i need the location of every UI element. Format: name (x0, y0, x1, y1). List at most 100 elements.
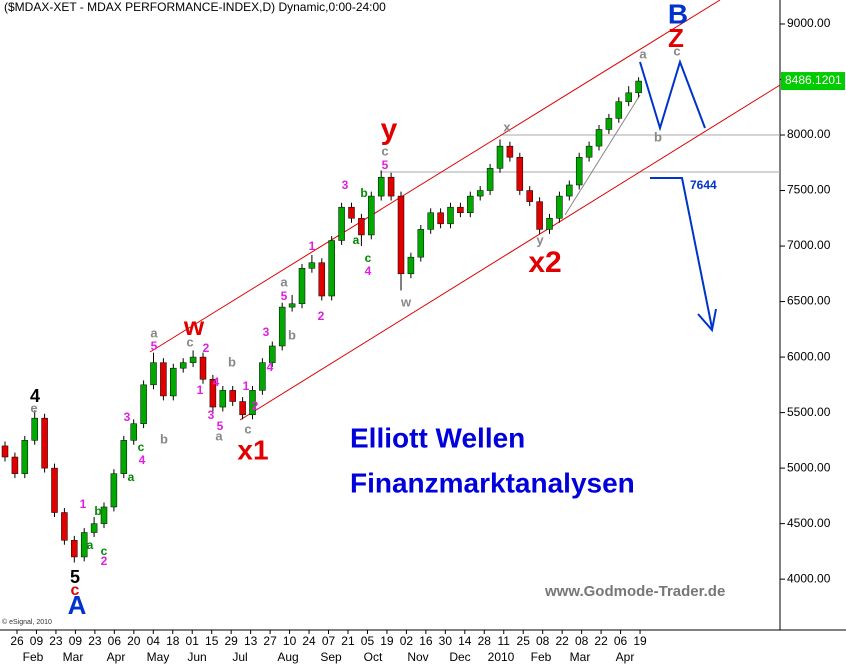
wave-label: x2 (528, 246, 561, 279)
x-tick-label: 19 (380, 634, 394, 648)
wave-label: 3 (342, 178, 349, 192)
x-month-label: Apr (616, 650, 635, 664)
candle-body (189, 356, 197, 363)
x-tick-label: 30 (439, 634, 453, 648)
wave-label: w (183, 311, 205, 341)
candle-body (11, 456, 19, 474)
wave-label: b (288, 327, 296, 342)
candle-body (635, 80, 642, 94)
x-tick-label: 26 (10, 634, 24, 648)
candle-body (526, 190, 533, 202)
x-tick-label: 08 (575, 634, 589, 648)
candle-body (298, 268, 306, 305)
wave-label: b (228, 354, 236, 369)
x-tick-label: 15 (205, 634, 219, 648)
wave-label: b (360, 186, 367, 200)
y-tick-label: 7000.00 (787, 238, 831, 252)
candle-body (377, 176, 385, 197)
y-tick-label: 5000.00 (787, 460, 831, 474)
x-tick-label: 16 (419, 634, 433, 648)
candle-body (71, 540, 78, 558)
x-tick-label: 28 (478, 634, 492, 648)
candle-body (407, 256, 415, 275)
candle-body (516, 156, 524, 191)
candle-body (556, 195, 563, 219)
x-tick-label: 01 (186, 634, 200, 648)
candle-body (595, 129, 603, 147)
arrow-head (697, 308, 717, 333)
candle-body (496, 145, 504, 169)
wave-label: c (101, 544, 108, 558)
x-month-label: May (147, 650, 170, 664)
wave-label: 5 (217, 419, 224, 433)
candle-body (61, 512, 68, 541)
headline: Finanzmarktanalysen (350, 467, 635, 498)
candle-body (437, 212, 444, 225)
forecast-arrow (650, 177, 713, 329)
wave-label: c (673, 43, 680, 58)
chart-title: ($MDAX-XET - MDAX PERFORMANCE-INDEX,D) D… (4, 0, 386, 14)
candle-body (120, 440, 128, 474)
channel-line (239, 84, 781, 421)
candle-body (80, 532, 88, 558)
candle-body (328, 240, 335, 297)
wave-label: c (381, 143, 388, 158)
candle-body (31, 417, 38, 441)
copyright: © eSignal, 2010 (2, 618, 52, 626)
x-month-label: Sep (320, 650, 342, 664)
candle-body (90, 523, 98, 533)
x-month-label: Feb (23, 650, 44, 664)
y-tick-label: 8000.00 (787, 127, 831, 141)
candle-body (150, 362, 157, 386)
candle-body (615, 101, 623, 119)
wave-label: c (186, 334, 193, 349)
wave-label: c (244, 421, 251, 436)
x-month-label: Feb (531, 650, 552, 664)
wave-label: Z (668, 23, 684, 53)
x-tick-label: 25 (517, 634, 531, 648)
x-tick-label: 21 (341, 634, 355, 648)
candle-body (199, 356, 207, 380)
candle-body (110, 473, 118, 508)
candle-body (625, 92, 632, 102)
wave-label: a (280, 274, 288, 289)
candle-body (506, 145, 514, 158)
wave-label: 2 (101, 554, 108, 568)
candle-body (100, 506, 108, 524)
x-tick-label: 20 (127, 634, 141, 648)
x-month-label: Mar (570, 650, 591, 664)
wave-label: w (400, 294, 412, 309)
candle-body (179, 362, 187, 369)
wave-label: x (503, 119, 511, 134)
wave-label: c (71, 582, 80, 599)
candle-body (476, 190, 484, 197)
wave-label: 2 (252, 399, 259, 413)
level-label: 7644 (690, 178, 717, 192)
wave-label: a (150, 325, 158, 340)
candle-body (585, 145, 593, 158)
x-tick-label: 23 (49, 634, 63, 648)
candle-body (546, 218, 553, 230)
x-tick-label: 13 (244, 634, 258, 648)
x-month-label: Apr (107, 650, 126, 664)
wave-label: c (365, 251, 372, 265)
candle-body (308, 262, 316, 269)
candle-body (348, 206, 355, 219)
x-tick-label: 06 (614, 634, 628, 648)
candle-body (447, 206, 454, 225)
x-tick-label: 22 (555, 634, 569, 648)
wave-label: 4 (30, 386, 40, 406)
wave-label: 5 (281, 289, 288, 303)
wave-label: 2 (203, 341, 210, 355)
wave-label: e (30, 400, 37, 415)
y-tick-label: 6000.00 (787, 349, 831, 363)
x-tick-label: 19 (633, 634, 647, 648)
x-month-label: Jun (187, 650, 206, 664)
x-month-label: Oct (364, 650, 383, 664)
y-tick-label: 6500.00 (787, 294, 831, 308)
wave-label: 4 (365, 264, 372, 278)
candle-body (219, 390, 227, 408)
candle-body (486, 168, 494, 191)
wave-label: 1 (197, 383, 204, 397)
x-tick-label: 18 (166, 634, 180, 648)
